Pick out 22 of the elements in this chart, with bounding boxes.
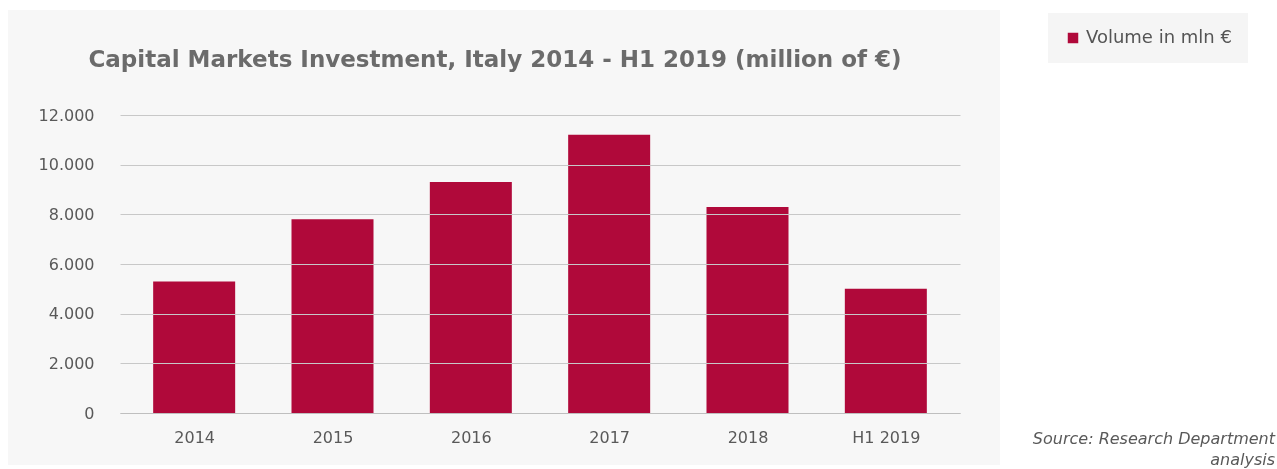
y-tick-label: 10.000 — [38, 155, 95, 175]
y-tick-label: 4.000 — [48, 304, 95, 324]
y-tick-label: 2.000 — [48, 353, 95, 373]
bar — [153, 281, 236, 413]
x-tick-label: 2018 — [727, 427, 769, 447]
bar — [429, 182, 512, 413]
chart-title: Capital Markets Investment, Italy 2014 - H1 2019 (million of €) — [88, 46, 902, 72]
bar — [291, 219, 374, 413]
x-tick-label: 2015 — [312, 427, 354, 447]
bar — [706, 206, 789, 413]
x-tick-label: 2017 — [589, 427, 631, 447]
y-tick-label: 6.000 — [48, 254, 95, 274]
bar — [844, 288, 927, 413]
y-tick-label: 0 — [84, 403, 95, 423]
x-tick-label: H1 2019 — [852, 427, 921, 447]
y-tick-label: 8.000 — [48, 204, 95, 224]
x-tick-label: 2016 — [450, 427, 492, 447]
legend-label: Volume in mln € — [1086, 26, 1232, 47]
bar — [568, 134, 651, 413]
source-note: Source: Research Department analysis — [1032, 429, 1276, 469]
x-tick-label: 2014 — [174, 427, 216, 447]
y-tick-label: 12.000 — [38, 105, 95, 125]
